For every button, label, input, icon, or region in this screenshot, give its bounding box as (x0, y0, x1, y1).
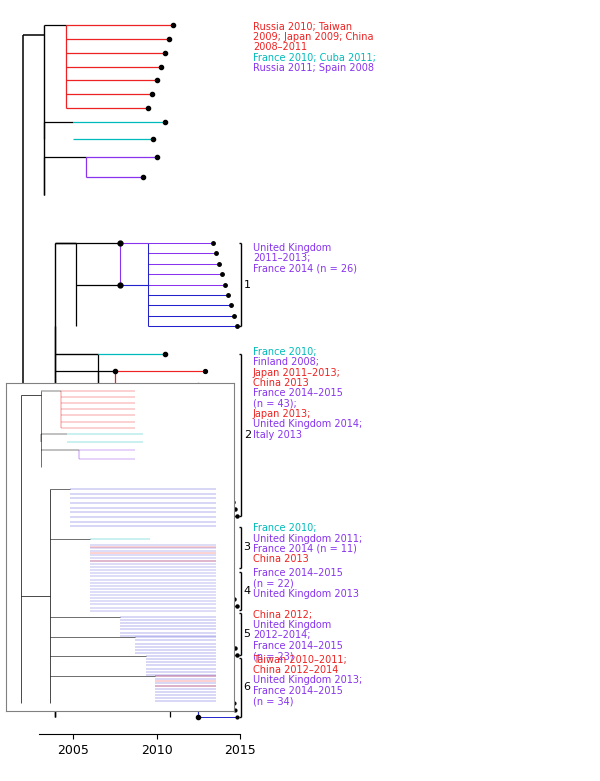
Text: France 2014–2015: France 2014–2015 (253, 686, 343, 696)
Text: 2011–2013;: 2011–2013; (253, 253, 310, 263)
Text: China 2013: China 2013 (253, 378, 308, 388)
Text: (n = 34): (n = 34) (253, 696, 293, 706)
Text: France 2014 (n = 11): France 2014 (n = 11) (253, 544, 357, 554)
Text: 2: 2 (244, 430, 251, 440)
Text: France 2010;: France 2010; (253, 523, 316, 533)
Text: 5: 5 (244, 629, 251, 639)
Text: France 2014–2015: France 2014–2015 (253, 640, 343, 651)
Text: 3: 3 (244, 542, 251, 552)
Text: France 2014 (n = 26): France 2014 (n = 26) (253, 264, 357, 274)
Text: United Kingdom: United Kingdom (253, 620, 331, 630)
Text: France 2014–2015: France 2014–2015 (253, 568, 343, 578)
Text: (n = 22): (n = 22) (253, 579, 293, 589)
Text: 2009; Japan 2009; China: 2009; Japan 2009; China (253, 32, 373, 42)
Text: Japan 2011–2013;: Japan 2011–2013; (253, 368, 341, 377)
Text: Taiwan 2010–2011;: Taiwan 2010–2011; (253, 654, 347, 665)
Text: United Kingdom 2013: United Kingdom 2013 (253, 589, 359, 599)
Text: France 2014–2015: France 2014–2015 (253, 388, 343, 398)
Text: 2012–2014;: 2012–2014; (253, 630, 310, 640)
Text: 6: 6 (244, 683, 251, 693)
Text: Finland 2008;: Finland 2008; (253, 357, 319, 367)
Text: Russia 2011; Spain 2008: Russia 2011; Spain 2008 (253, 63, 374, 73)
Text: United Kingdom 2014;: United Kingdom 2014; (253, 419, 362, 430)
Text: United Kingdom 2013;: United Kingdom 2013; (253, 676, 362, 686)
Text: 4: 4 (244, 586, 251, 596)
Text: China 2012;: China 2012; (253, 610, 312, 619)
Text: United Kingdom: United Kingdom (253, 243, 331, 253)
Text: France 2010;: France 2010; (253, 347, 316, 357)
Text: Japan 2013;: Japan 2013; (253, 409, 311, 419)
Text: (n = 23): (n = 23) (253, 651, 293, 662)
Text: 1: 1 (244, 280, 251, 290)
Text: China 2012–2014: China 2012–2014 (253, 665, 338, 675)
Text: Russia 2010; Taiwan: Russia 2010; Taiwan (253, 22, 352, 32)
Text: United Kingdom 2011;: United Kingdom 2011; (253, 533, 362, 544)
Text: China 2013: China 2013 (253, 555, 308, 565)
Text: Italy 2013: Italy 2013 (253, 430, 302, 440)
Text: France 2010; Cuba 2011;: France 2010; Cuba 2011; (253, 53, 376, 62)
Text: 2008–2011: 2008–2011 (253, 42, 307, 52)
Text: (n = 43);: (n = 43); (253, 398, 296, 408)
